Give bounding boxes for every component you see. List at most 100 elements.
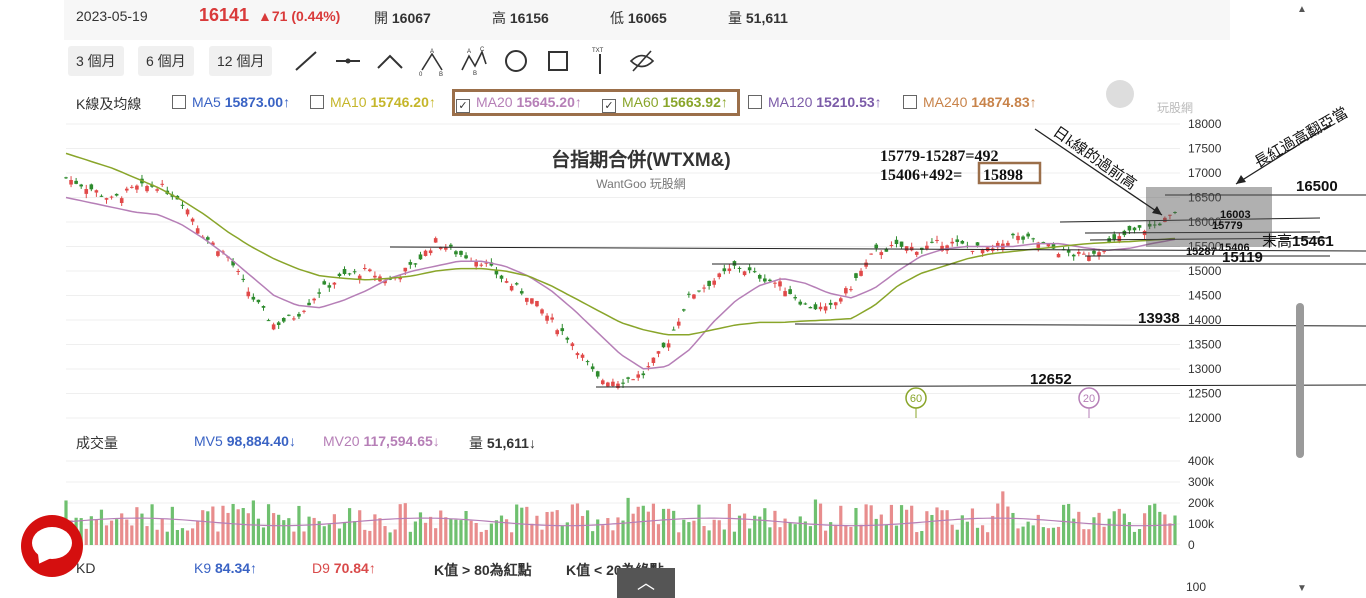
candle-body xyxy=(859,270,863,276)
candle-body xyxy=(337,273,342,277)
watermark-logo-icon xyxy=(1106,80,1134,108)
volume-bar xyxy=(717,520,721,545)
level-15779: 15779 xyxy=(1212,220,1243,232)
volume-bar xyxy=(798,516,802,545)
candle-body xyxy=(687,293,691,295)
volume-bar xyxy=(955,529,959,545)
candle-body xyxy=(909,246,914,251)
candle-body xyxy=(357,275,362,280)
svg-text:B: B xyxy=(439,72,443,76)
text-tool-icon[interactable]: TXT xyxy=(586,46,614,76)
y-tick-label: 13000 xyxy=(1188,362,1222,376)
level-16003: 16003 xyxy=(1220,209,1251,221)
ma10-legend[interactable]: MA10 15746.20↑ xyxy=(310,94,436,110)
scrollbar-thumb[interactable] xyxy=(1296,303,1304,458)
volume-bar xyxy=(540,529,544,545)
volume-bar xyxy=(687,522,691,545)
volume-bar xyxy=(930,514,934,545)
period-6m-button[interactable]: 6 個月 xyxy=(138,46,194,76)
volume-bar xyxy=(661,508,666,545)
volume-bar xyxy=(236,509,240,545)
period-3m-button[interactable]: 3 個月 xyxy=(68,46,124,76)
volume-bar xyxy=(332,514,336,545)
volume-bar xyxy=(884,524,888,545)
ma60-legend[interactable]: ✓ MA60 15663.92↑ xyxy=(602,94,728,113)
angle-tool-icon[interactable] xyxy=(376,46,404,76)
period-12m-button[interactable]: 12 個月 xyxy=(209,46,273,76)
ma5-legend[interactable]: MA5 15873.00↑ xyxy=(172,94,290,110)
target-box xyxy=(977,161,1042,185)
candle-body xyxy=(99,195,104,197)
candle-body xyxy=(433,238,438,243)
ma240-checkbox[interactable] xyxy=(903,95,917,109)
volume-bar xyxy=(201,510,205,545)
back-to-top-button[interactable]: ︿ xyxy=(617,568,675,598)
volume-bar xyxy=(1132,531,1137,545)
volume-bar xyxy=(945,510,949,545)
candle-body xyxy=(368,269,372,272)
candle-body xyxy=(869,253,873,255)
ma240-legend[interactable]: MA240 14874.83↑ xyxy=(903,94,1037,110)
chat-button[interactable] xyxy=(21,515,83,577)
volume-bar xyxy=(910,505,914,545)
ma60-checkbox[interactable]: ✓ xyxy=(602,99,616,113)
volume-bar xyxy=(479,531,483,545)
candle-body xyxy=(661,342,666,348)
ma120-checkbox[interactable] xyxy=(748,95,762,109)
volume-bar xyxy=(1016,528,1020,545)
ma5-checkbox[interactable] xyxy=(172,95,186,109)
ma10-checkbox[interactable] xyxy=(310,95,324,109)
candle-body xyxy=(1066,249,1071,253)
volume-bar xyxy=(459,520,463,545)
candle-body xyxy=(484,262,489,264)
volume-bar xyxy=(864,504,868,545)
volume-bar xyxy=(140,513,144,545)
volume-bar xyxy=(358,510,362,545)
resistance-line xyxy=(1059,217,1321,223)
candle-body xyxy=(307,302,311,306)
volume-bar xyxy=(185,530,190,545)
scroll-up-icon[interactable]: ▲ xyxy=(1297,4,1307,15)
candle-body xyxy=(995,242,1000,248)
horizontal-line-icon[interactable] xyxy=(334,46,362,76)
resistance-line xyxy=(1084,231,1321,234)
candle-body xyxy=(241,278,246,280)
hide-icon[interactable] xyxy=(628,46,656,76)
volume-bar xyxy=(803,521,807,545)
volume-bar xyxy=(1173,515,1177,545)
abc-pattern-icon[interactable]: A 0 B xyxy=(418,46,446,78)
mv20-line xyxy=(65,517,1176,527)
candle-body xyxy=(1142,230,1147,236)
candle-body xyxy=(550,317,554,320)
ma20-legend[interactable]: ✓ MA20 15645.20↑ xyxy=(456,94,582,113)
circle-tool-icon[interactable] xyxy=(502,46,530,76)
candle-body xyxy=(702,287,706,289)
volume-bar xyxy=(596,519,600,545)
y-tick-label: 18000 xyxy=(1188,117,1222,131)
rectangle-tool-icon[interactable] xyxy=(544,46,572,76)
volume-bar xyxy=(89,516,93,545)
volume-bar xyxy=(429,516,433,545)
candle-body xyxy=(287,314,291,316)
scroll-down-icon[interactable]: ▼ xyxy=(1297,583,1307,594)
abcd-pattern-icon[interactable]: A C B xyxy=(460,46,488,77)
ma20-checkbox[interactable]: ✓ xyxy=(456,99,470,113)
volume-bar xyxy=(256,518,261,545)
volume-bar xyxy=(996,503,1000,545)
candle-body xyxy=(752,271,757,273)
candle-body xyxy=(1061,249,1066,251)
volume-bar xyxy=(651,503,656,545)
candle-body xyxy=(89,184,94,190)
candle-body xyxy=(600,380,605,385)
candle-body xyxy=(1152,224,1157,226)
ma120-legend[interactable]: MA120 15210.53↑ xyxy=(748,94,882,110)
svg-text:TXT: TXT xyxy=(592,48,604,54)
ma-highlight-box xyxy=(452,89,740,116)
candle-body xyxy=(1132,227,1137,231)
candle-body xyxy=(737,267,742,269)
line-tool-icon[interactable] xyxy=(292,46,320,76)
volume-bar xyxy=(656,524,661,545)
candle-body xyxy=(732,261,737,266)
candle-body xyxy=(646,366,651,368)
volume-bar xyxy=(778,527,782,545)
